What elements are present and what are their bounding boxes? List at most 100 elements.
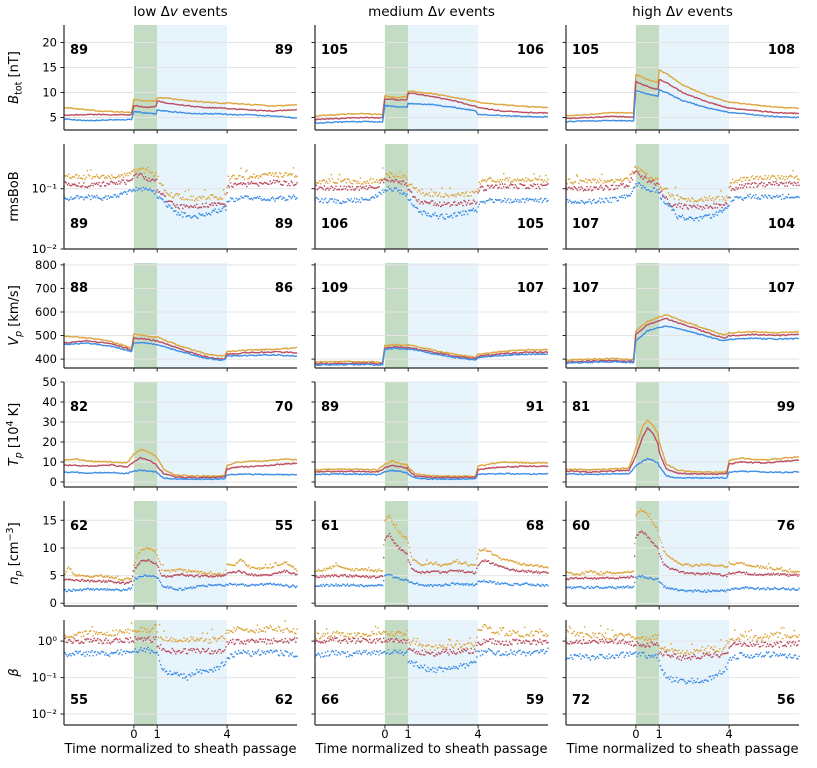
event-count-right: 86 (275, 281, 293, 296)
panel-vp-high: 107 107 (562, 263, 800, 372)
x-axis-label: Time normalized to sheath passage (566, 742, 799, 757)
x-tick-label: 1 (656, 727, 663, 741)
x-tick-label: 4 (725, 727, 732, 741)
series-upper (565, 314, 800, 362)
y-tick-label: 5 (50, 111, 57, 125)
y-tick-label: 10⁻² (32, 242, 57, 256)
x-tick-label: 1 (405, 727, 412, 741)
panel-rmsbob-medium: 106 105 (311, 144, 549, 253)
band-sheath (133, 620, 158, 725)
event-count-left: 107 (572, 217, 599, 232)
band-sheath (133, 501, 158, 606)
x-axis-label: Time normalized to sheath passage (64, 742, 297, 757)
event-count-right: 105 (517, 217, 544, 232)
y-tick-label: 800 (35, 258, 57, 272)
event-count-left: 89 (70, 217, 88, 232)
event-count-right: 89 (275, 217, 293, 232)
y-axis-label-beta: β (7, 668, 22, 677)
panel-rmsbob-high: 107 104 (562, 144, 800, 253)
series-lower (566, 88, 800, 123)
panel-btot-medium: 105 106 medium Δv events (311, 4, 549, 134)
panel-np-medium: 61 68 (311, 501, 549, 610)
column-title-high: high Δv events (632, 4, 733, 20)
y-tick-label: 0 (50, 475, 57, 489)
series-upper (314, 459, 549, 478)
event-count-left: 89 (70, 43, 88, 58)
y-axis-label-rmsbob: rmsBoB (7, 171, 22, 221)
event-count-right: 104 (768, 217, 795, 232)
y-tick-label: 10⁻¹ (32, 671, 57, 685)
event-count-left: 66 (321, 693, 339, 708)
panel-btot-low: 89 89 5 10 15 20 Btot [nT] low Δv events (7, 4, 298, 134)
y-tick-label: 15 (42, 61, 57, 75)
panel-vp-medium: 109 107 (311, 263, 549, 372)
band-sheath (635, 25, 660, 130)
event-count-right: 70 (275, 400, 293, 415)
series-lower (64, 109, 298, 122)
event-count-left: 55 (70, 693, 88, 708)
y-axis-label-vp: Vp [km/s] (7, 285, 25, 346)
series-upper (63, 333, 298, 357)
y-tick-label: 15 (42, 513, 57, 527)
event-count-left: 105 (321, 43, 348, 58)
event-count-right: 89 (275, 43, 293, 58)
y-tick-label: 10⁰ (38, 634, 58, 648)
event-count-left: 105 (572, 43, 599, 58)
series-lower (314, 347, 549, 367)
panel-tp-low: 82 70 0 10 20 30 40 50 Tp [104 K] (5, 375, 298, 491)
event-count-right: 55 (275, 519, 293, 534)
series-lower (63, 341, 297, 362)
y-axis-label-btot: Btot [nT] (7, 51, 25, 104)
panel-rmsbob-low: 89 89 10⁻¹ 10⁻² rmsBoB (7, 144, 298, 256)
band-sheath (635, 263, 660, 368)
event-count-right: 99 (777, 400, 795, 415)
event-count-right: 56 (777, 693, 795, 708)
panel-np-low: 62 55 0 5 10 15 np [cm−3] (5, 501, 298, 610)
series-upper (565, 419, 800, 474)
y-tick-label: 50 (42, 375, 57, 389)
series-lower (314, 102, 549, 125)
y-tick-label: 10 (42, 86, 57, 100)
event-count-left: 62 (70, 519, 88, 534)
column-title-medium: medium Δv events (368, 4, 495, 20)
panel-np-high: 60 76 (562, 501, 800, 610)
series-lower (63, 469, 298, 481)
y-tick-label: 40 (42, 395, 57, 409)
event-count-right: 108 (768, 43, 795, 58)
event-count-right: 76 (777, 519, 795, 534)
band-post-sheath (659, 620, 730, 725)
y-axis-label-np: np [cm−3] (5, 522, 25, 584)
panel-btot-high: 105 108 high Δv events (562, 4, 800, 134)
series-median (63, 456, 298, 479)
x-tick-label: 0 (381, 727, 388, 741)
panel-tp-high: 81 99 (562, 381, 800, 491)
series-median (314, 464, 549, 479)
series-median (565, 78, 800, 120)
x-tick-label: 4 (474, 727, 481, 741)
event-count-right: 91 (526, 400, 544, 415)
y-tick-label: 0 (50, 596, 57, 610)
x-axis-label: Time normalized to sheath passage (315, 742, 548, 757)
y-tick-label: 10⁻¹ (32, 182, 57, 196)
event-count-left: 106 (321, 217, 348, 232)
series-lower (565, 457, 800, 480)
y-tick-label: 10⁻² (32, 707, 57, 721)
band-sheath (384, 25, 409, 130)
event-count-left: 72 (572, 693, 590, 708)
event-count-left: 61 (321, 519, 339, 534)
y-tick-label: 20 (42, 435, 57, 449)
event-count-right: 62 (275, 693, 293, 708)
event-count-left: 107 (572, 281, 599, 296)
series-upper (63, 448, 298, 478)
panel-tp-medium: 89 91 (311, 381, 549, 491)
band-sheath (635, 382, 660, 487)
series-median (314, 91, 548, 121)
y-tick-label: 10 (42, 541, 57, 555)
event-count-left: 60 (572, 519, 590, 534)
band-sheath (133, 263, 158, 368)
event-count-right: 107 (517, 281, 544, 296)
series-median (63, 100, 298, 117)
y-tick-label: 700 (35, 281, 57, 295)
event-count-left: 109 (321, 281, 348, 296)
